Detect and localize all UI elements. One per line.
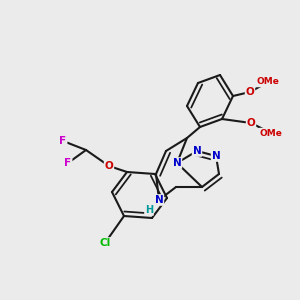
Text: OMe: OMe <box>256 77 279 86</box>
Text: OMe: OMe <box>260 128 282 137</box>
Text: O: O <box>247 118 255 128</box>
Text: O: O <box>246 87 254 97</box>
Text: H: H <box>145 205 153 215</box>
Text: N: N <box>172 158 182 168</box>
Text: N: N <box>154 195 164 205</box>
Text: F: F <box>64 158 72 168</box>
Text: N: N <box>193 146 201 156</box>
Text: O: O <box>105 161 113 171</box>
Text: F: F <box>59 136 67 146</box>
Text: N: N <box>212 151 220 161</box>
Text: Cl: Cl <box>99 238 111 248</box>
